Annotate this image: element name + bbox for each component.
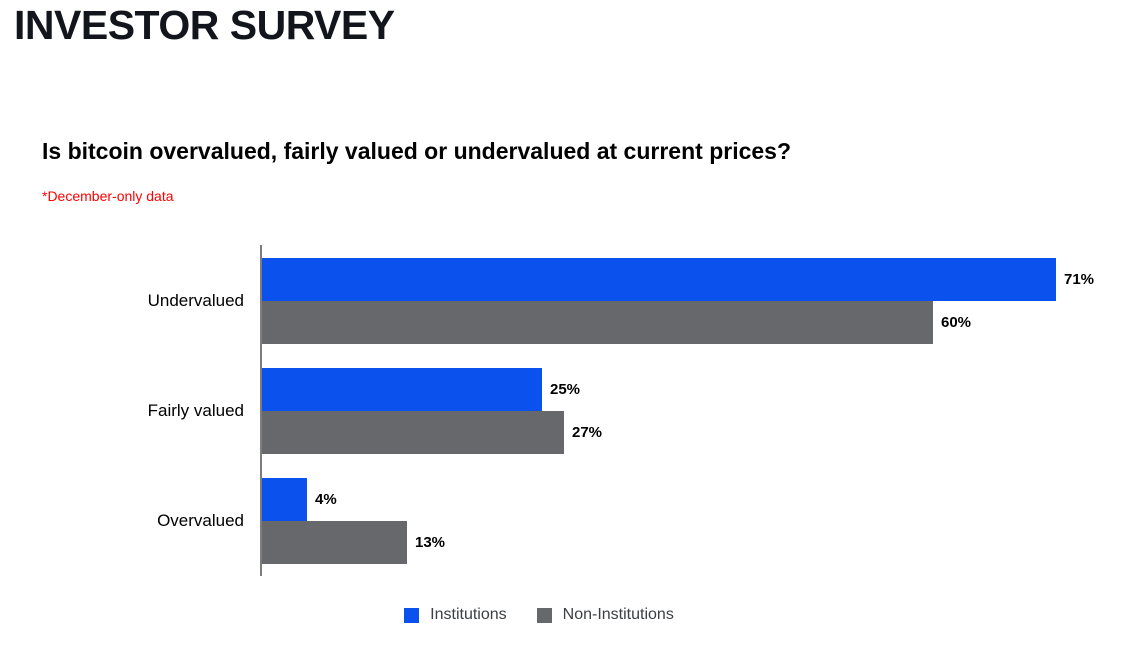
legend-label: Non-Institutions: [562, 606, 674, 623]
chart-question: Is bitcoin overvalued, fairly valued or …: [42, 138, 792, 164]
legend-item-institutions: Institutions: [404, 606, 507, 624]
page-title: INVESTOR SURVEY: [14, 2, 395, 48]
legend-item-non-institutions: Non-Institutions: [536, 606, 674, 624]
bar-non-institutions-fairly-valued: [262, 411, 564, 454]
legend-swatch-icon: [536, 607, 552, 623]
category-label: Undervalued: [147, 291, 244, 310]
legend-label: Institutions: [430, 606, 507, 623]
y-axis-line: [260, 245, 262, 576]
value-label: 25%: [550, 381, 581, 398]
legend-swatch-icon: [404, 607, 420, 623]
value-label: 71%: [1064, 271, 1095, 288]
value-label: 27%: [572, 424, 603, 441]
value-label: 4%: [315, 491, 337, 508]
bar-non-institutions-undervalued: [262, 301, 933, 344]
bar-non-institutions-overvalued: [262, 521, 407, 564]
bar-institutions-overvalued: [262, 478, 307, 521]
value-label: 60%: [941, 314, 972, 331]
chart-legend: Institutions Non-Institutions: [0, 606, 1102, 624]
chart-note: *December-only data: [42, 188, 174, 204]
bar-chart-plot: Undervalued 71% 60% Fairly valued 25% 27% Over…: [0, 245, 1126, 580]
value-label: 13%: [415, 534, 446, 551]
category-label: Overvalued: [157, 511, 244, 530]
category-label: Fairly valued: [147, 401, 244, 420]
bar-institutions-fairly-valued: [262, 368, 542, 411]
bar-institutions-undervalued: [262, 258, 1056, 301]
